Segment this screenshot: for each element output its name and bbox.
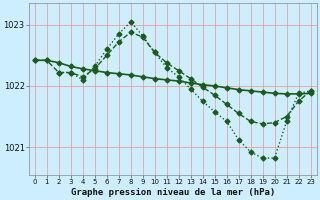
X-axis label: Graphe pression niveau de la mer (hPa): Graphe pression niveau de la mer (hPa)	[70, 188, 275, 197]
